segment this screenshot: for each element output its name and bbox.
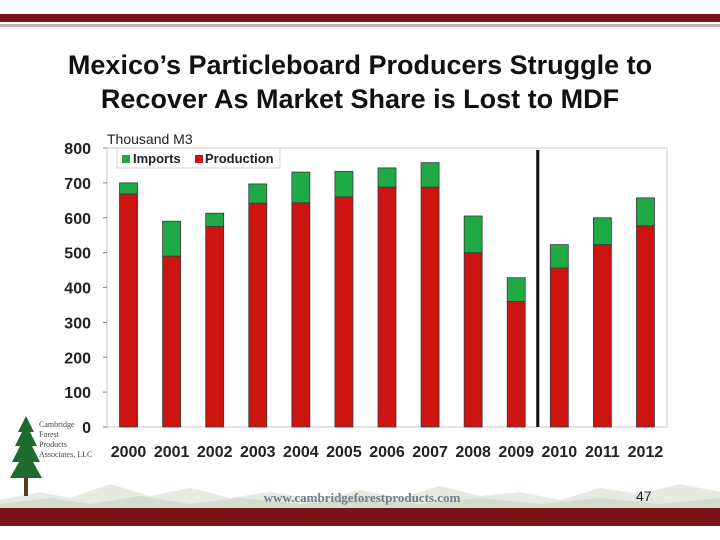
bar-production-2011 xyxy=(592,244,612,428)
y-tick-label: 800 xyxy=(64,141,91,158)
logo-text-line-2: Forest xyxy=(39,430,59,439)
bar-imports-2003 xyxy=(248,183,268,204)
bar-imports-2000 xyxy=(119,182,138,195)
bar-imports-2007 xyxy=(420,162,440,188)
bar-production-2002 xyxy=(205,226,225,428)
bar-production-2004 xyxy=(291,202,311,428)
top-accent-bar xyxy=(0,14,720,22)
bars xyxy=(119,162,655,428)
unit-label: Thousand M3 xyxy=(107,131,193,147)
footer-url: www.cambridgeforestproducts.com xyxy=(263,490,461,505)
y-tick-label: 200 xyxy=(64,350,91,367)
logo-text-line-3: Products xyxy=(39,440,67,449)
bar-production-2010 xyxy=(549,267,569,428)
x-tick-label: 2004 xyxy=(283,444,319,461)
x-tick-label: 2012 xyxy=(628,444,664,461)
bar-production-2007 xyxy=(420,186,440,428)
legend-label-production: Production xyxy=(205,151,274,166)
x-tick-label: 2008 xyxy=(455,444,491,461)
x-tick-label: 2003 xyxy=(240,444,276,461)
legend-label-imports: Imports xyxy=(133,151,181,166)
x-tick-label: 2005 xyxy=(326,444,362,461)
bar-production-2000 xyxy=(119,193,138,428)
bottom-accent-bar xyxy=(0,508,720,526)
bar-imports-2002 xyxy=(205,212,225,227)
company-logo: Cambridge Forest Products Associates, LL… xyxy=(6,412,116,502)
bar-imports-2009 xyxy=(506,277,526,302)
y-axis: 0 100 200 300 400 500 600 700 800 xyxy=(64,141,668,437)
x-tick-label: 2002 xyxy=(197,444,233,461)
logo-text-line-4: Associates, LLC xyxy=(39,450,93,459)
x-tick-label: 2011 xyxy=(585,444,620,461)
bar-imports-2006 xyxy=(377,167,397,188)
page-number: 47 xyxy=(636,488,652,504)
legend-swatch-production xyxy=(195,155,203,163)
x-tick-label: 2001 xyxy=(154,444,190,461)
y-tick-label: 300 xyxy=(64,315,91,332)
top-accent-line xyxy=(0,24,720,27)
pine-tree-icon xyxy=(10,416,42,496)
bar-production-2001 xyxy=(162,255,182,428)
bar-imports-2010 xyxy=(549,244,569,269)
logo-text-line-1: Cambridge xyxy=(39,420,75,429)
x-tick-label: 2006 xyxy=(369,444,405,461)
y-tick-label: 600 xyxy=(64,211,91,228)
footer-mountain-graphic xyxy=(0,484,720,508)
bar-imports-2008 xyxy=(463,215,483,254)
y-tick-label: 0 xyxy=(82,420,91,437)
y-tick-label: 400 xyxy=(64,281,91,298)
slide-title-line-1: Mexico’s Particleboard Producers Struggl… xyxy=(67,50,653,80)
bar-production-2008 xyxy=(463,252,483,428)
slide-title-line-2: Recover As Market Share is Lost to MDF xyxy=(100,84,620,114)
y-tick-label: 100 xyxy=(64,385,91,402)
bar-imports-2001 xyxy=(162,220,182,257)
bar-imports-2005 xyxy=(334,170,354,198)
x-tick-label: 2009 xyxy=(498,444,534,461)
x-tick-label: 2000 xyxy=(111,444,147,461)
slide-title: Mexico’s Particleboard Producers Struggl… xyxy=(20,48,700,116)
bar-production-2009 xyxy=(506,301,526,428)
y-tick-label: 500 xyxy=(64,246,91,263)
bar-production-2005 xyxy=(334,196,354,428)
bar-production-2012 xyxy=(636,225,655,428)
x-axis: 2000 2001 2002 2003 2004 2005 2006 2007 2008 2009… xyxy=(111,444,664,461)
y-tick-label: 700 xyxy=(64,176,91,193)
bar-imports-2004 xyxy=(291,171,311,204)
bar-production-2006 xyxy=(377,186,397,428)
bar-imports-2012 xyxy=(636,197,655,227)
bar-imports-2011 xyxy=(592,217,612,246)
bar-production-2003 xyxy=(248,202,268,428)
x-tick-label: 2007 xyxy=(412,444,448,461)
x-tick-label: 2010 xyxy=(542,444,578,461)
legend-swatch-imports xyxy=(122,155,130,163)
